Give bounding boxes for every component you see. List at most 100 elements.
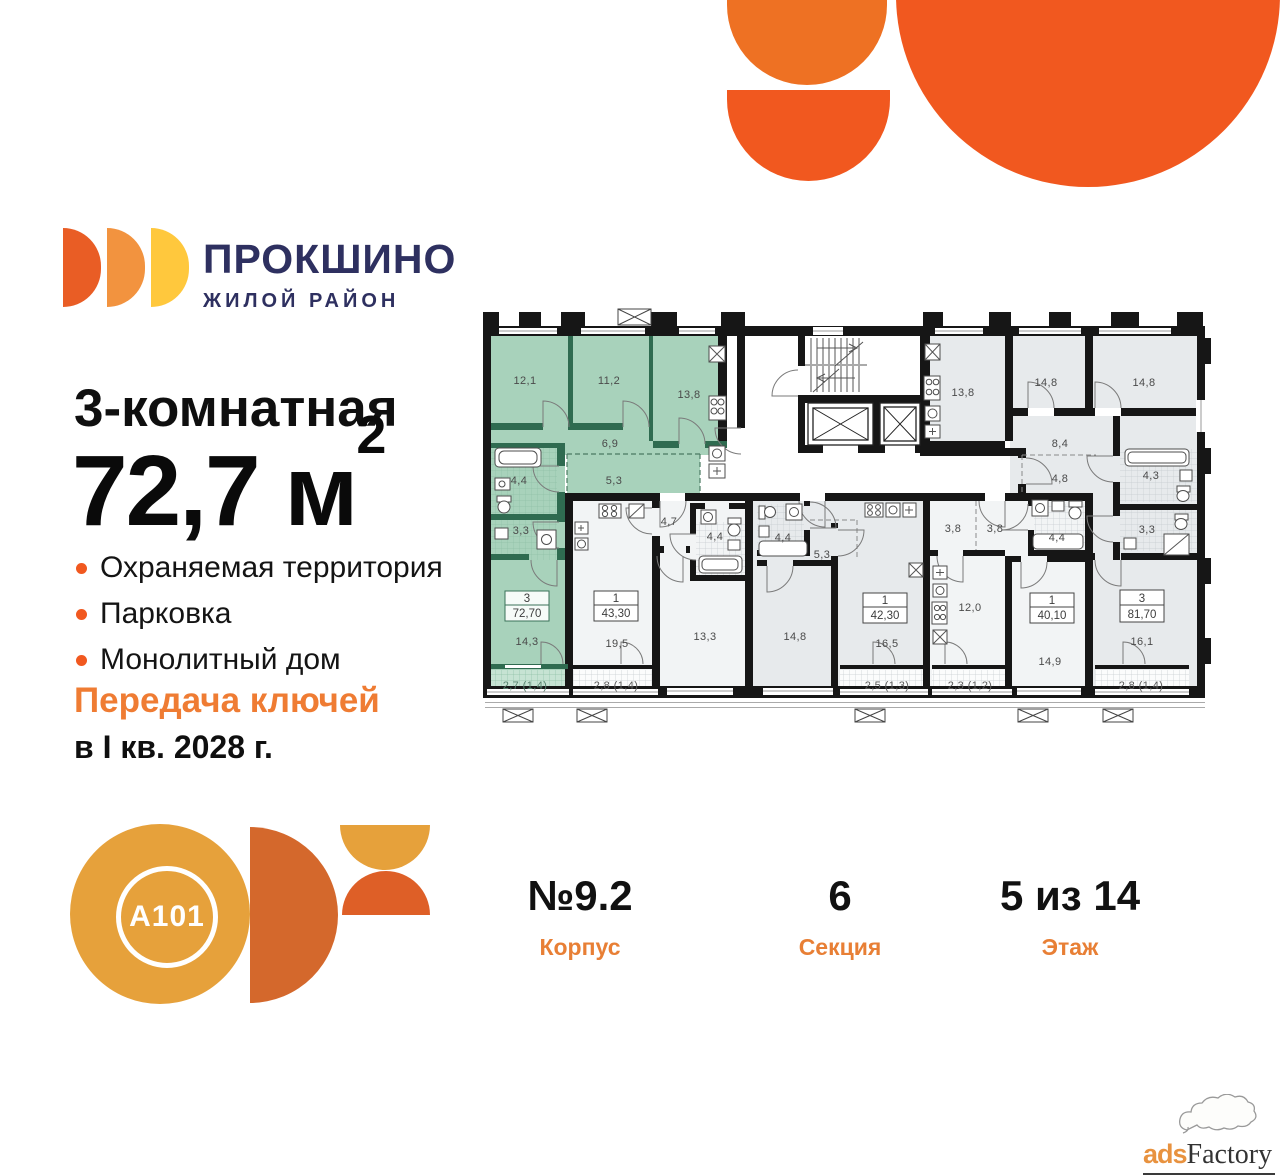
unit-label: 1 40,10 [1029,592,1075,624]
svg-text:72,70: 72,70 [513,608,542,620]
bullet-icon [76,563,87,574]
room-area-label: 14,8 [1034,377,1057,389]
room-area-label: 5,3 [814,549,831,561]
svg-text:1: 1 [882,595,888,607]
bullet-icon [76,609,87,620]
section-value: 6 [828,872,852,919]
room-area-label: 3,3 [1139,524,1156,536]
feature-item: Парковка [76,597,443,631]
footer-section: 6 Секция [720,872,960,961]
area-value: 72,7 [72,435,261,547]
room-area-label: 4,3 [1143,470,1160,482]
area-sup: 2 [356,404,387,465]
balcony-area-label: 2,7 (1,4) [503,680,548,692]
room-area-label: 14,8 [783,631,806,643]
room-area-label: 14,9 [1038,656,1061,668]
room-area-label: 13,3 [693,631,716,643]
keys-handover-line2: в I кв. 2028 г. [74,729,273,765]
door-arcs [530,369,1146,665]
unit-label: 1 43,30 [593,590,639,622]
fixtures [494,343,1193,645]
bullet-icon [76,655,87,666]
svg-text:42,30: 42,30 [871,610,900,622]
svg-text:40,10: 40,10 [1038,610,1067,622]
room-area-label: 14,8 [1132,377,1155,389]
watermark-factory: Factory [1186,1139,1273,1170]
balcony-area-label: 2,8 (1,4) [594,680,639,692]
footer-building: №9.2 Корпус [460,872,700,961]
a101-hourglass-bottom [342,871,430,915]
brand-tagline: ЖИЛОЙ РАЙОН [203,290,400,312]
feature-label: Охраняемая территория [100,551,443,584]
listing-area: 72,7 м2 [72,405,386,549]
room-area-label: 19,5 [605,638,628,650]
feature-label: Монолитный дом [100,643,341,676]
room-area-label: 16,1 [1130,636,1153,648]
room-area-label: 12,0 [958,602,981,614]
a101-halfcircle [250,827,338,1003]
floor-label: Этаж [1041,934,1099,960]
room-area-label: 11,2 [598,375,620,387]
svg-text:81,70: 81,70 [1128,609,1157,621]
feature-label: Парковка [100,597,232,630]
svg-text:1: 1 [613,593,619,605]
logo-halfcircle-1 [63,228,101,307]
section-label: Секция [798,934,882,960]
room-area-label: 5,3 [606,475,623,487]
room-area-label: 4,7 [661,516,678,528]
floor-value: 5 из 14 [999,872,1141,919]
building-label: Корпус [539,934,621,960]
room-area-label: 4,4 [707,531,724,543]
balcony-area-label: 2,5 (1,3) [865,680,910,692]
feature-item: Монолитный дом [76,643,443,677]
dashed-boundaries [566,453,1096,560]
a101-hourglass-top [340,825,430,870]
footer-floor: 5 из 14 Этаж [950,872,1190,961]
building-value: №9.2 [527,872,633,919]
room-area-label: 4,8 [1052,473,1069,485]
room-area-label: 14,3 [515,636,538,648]
room-area-label: 4,4 [1049,532,1066,544]
svg-text:3: 3 [524,593,530,605]
unit-label: 3 81,70 [1119,589,1165,623]
room-area-label: 12,1 [513,375,536,387]
svg-text:3: 3 [1139,593,1145,605]
watermark: ads Factory [1143,1093,1275,1175]
brand-name: ПРОКШИНО [203,236,457,282]
listing-type-title: 3-комнатная [74,379,398,438]
elevators [807,402,921,446]
deco-halfcircle-light [727,0,887,85]
svg-text:1: 1 [1049,595,1055,607]
room-area-label: 13,8 [951,387,974,399]
watermark-cloud-icon [1179,1093,1257,1134]
area-unit: м [258,435,358,547]
svg-text:43,30: 43,30 [602,608,631,620]
room-area-label: 4,4 [511,475,528,487]
brand-logo: ПРОКШИНО ЖИЛОЙ РАЙОН [63,228,456,313]
room-area-label: 3,8 [987,523,1004,535]
feature-item: Охраняемая территория [76,551,443,585]
brand-logo-mark [63,228,189,307]
windows [487,327,1206,695]
balcony-area-label: 2,3 (1,2) [948,680,993,692]
unit-boxes: 3 72,70 1 43,30 1 42,30 1 40,10 3 81,70 [504,589,1165,624]
room-area-label: 6,9 [602,438,619,450]
room-area-label: 13,8 [677,389,700,401]
deco-halfcircle-dark [727,90,890,181]
unit-label: 3 72,70 [504,590,550,622]
unit-label: 1 42,30 [862,592,908,624]
room-area-label: 3,3 [513,525,530,537]
logo-halfcircle-3 [151,228,189,307]
room-area-label: 8,4 [1052,438,1069,450]
deco-big-circle [896,0,1280,187]
room-area-label: 4,4 [775,532,792,544]
room-area-label: 3,8 [945,523,962,535]
balcony-area-label: 2,8 (1,4) [1119,680,1164,692]
feature-list: Охраняемая территория Парковка Монолитны… [76,551,443,689]
keys-handover-line1: Передача ключей [74,681,380,720]
a101-logo-text: A101 [116,866,218,968]
watermark-ads: ads [1143,1139,1188,1169]
facade-ledge [485,308,1205,723]
room-labels: 12,1 11,2 13,8 6,9 5,3 4,4 3,3 14,3 2,7 … [503,375,1164,692]
logo-halfcircle-2 [107,228,145,307]
